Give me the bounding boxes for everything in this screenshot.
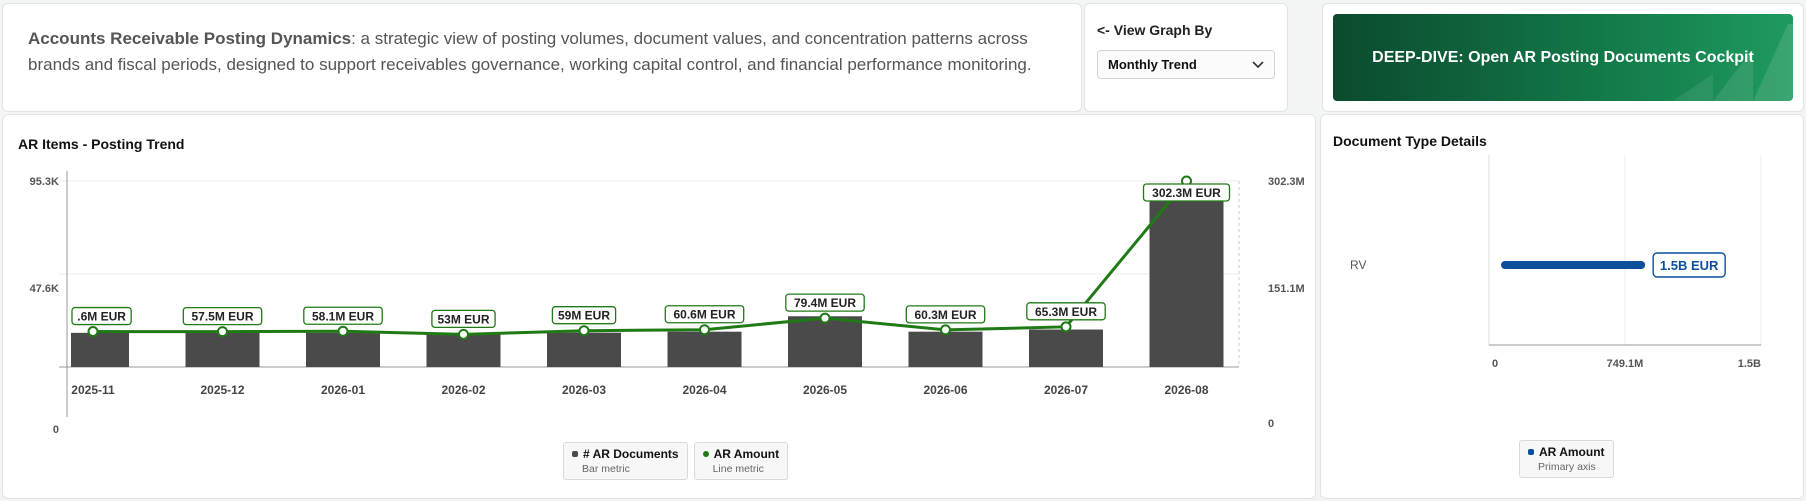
line-point-ar-amount (217, 326, 228, 338)
line-point-ar-amount (1060, 321, 1072, 333)
view-graph-by-panel: <- View Graph By Monthly Trend (1084, 3, 1288, 112)
bar-ar-documents (667, 331, 742, 367)
line-point-ar-amount (87, 326, 99, 338)
bar-ar-amount (1501, 261, 1646, 269)
posting-trend-legend: # AR Documents Bar metric AR Amount Line… (563, 442, 789, 480)
bar-ar-documents (306, 332, 380, 367)
line-ar-amount (92, 180, 1188, 336)
legend-sub: Line metric (712, 463, 764, 475)
x-tick-label: 2026-04 (682, 383, 726, 397)
intro-text: Accounts Receivable Posting Dynamics: a … (28, 26, 1056, 77)
bar-ar-documents (788, 316, 862, 367)
x-tick-label: 2025-11 (71, 383, 115, 397)
y-right-tick-label: 0 (1268, 418, 1274, 430)
data-label-box (182, 306, 263, 326)
x-tick-label: 749.1M (1607, 358, 1644, 370)
legend-sub: Bar metric (582, 463, 630, 475)
view-graph-by-value: Monthly Trend (1108, 57, 1197, 72)
intro-description: : a strategic view of posting volumes, d… (28, 29, 1032, 74)
y-right-tick-label: 302.3M (1268, 176, 1305, 188)
x-tick-label: 2026-08 (1164, 383, 1208, 397)
data-label-box (551, 306, 617, 325)
legend-item-ar-amount[interactable]: AR Amount Line metric (693, 442, 789, 480)
bar-ar-documents (71, 332, 129, 367)
x-tick-label: 2026-03 (562, 383, 606, 397)
intro-panel: Accounts Receivable Posting Dynamics: a … (2, 3, 1082, 112)
deep-dive-panel: DEEP-DIVE: Open AR Posting Documents Coc… (1322, 3, 1804, 112)
data-label-ar-amount: 58.1M EUR (312, 309, 374, 323)
data-label-ar-amount: .6M EUR (77, 310, 126, 324)
x-tick-label: 1.5B (1738, 358, 1761, 370)
data-label-box (1142, 183, 1231, 202)
data-label-box (905, 305, 986, 324)
document-type-panel: Document Type Details 0 749.1M 1.5B RV 1.5B … (1320, 114, 1804, 499)
legend-name: # AR Documents (583, 447, 679, 461)
x-tick-label: 0 (1492, 358, 1498, 370)
x-tick-label: 2025-12 (200, 383, 244, 397)
x-tick-label: 2026-07 (1044, 383, 1088, 397)
bar-ar-documents (1149, 195, 1224, 367)
deep-dive-button[interactable]: DEEP-DIVE: Open AR Posting Documents Coc… (1333, 14, 1793, 101)
bar-ar-documents (1029, 329, 1103, 367)
data-label-box (785, 293, 865, 312)
x-tick-label: 2026-02 (441, 383, 485, 397)
y-left-tick-label: 95.3K (30, 176, 59, 188)
bar-ar-documents (908, 331, 983, 367)
y-left-tick-label: 0 (53, 424, 59, 436)
line-point-ar-amount (458, 328, 469, 340)
data-label-ar-amount: 1.5B EUR (1660, 258, 1719, 273)
data-label-ar-amount: 79.4M EUR (794, 296, 856, 310)
data-label-box (303, 306, 383, 325)
chevron-down-icon (1252, 60, 1264, 68)
bar-ar-documents (547, 332, 621, 367)
line-point-ar-amount (699, 324, 710, 336)
legend-name: AR Amount (713, 447, 780, 461)
data-label-ar-amount: 302.3M EUR (1152, 186, 1221, 200)
bar-ar-documents (185, 332, 260, 367)
posting-trend-chart: 95.3K 47.6K 0 302.3M 151.1M 0 2025-11 2025-12 20… (30, 171, 1305, 436)
data-label-ar-amount: 60.6M EUR (673, 308, 735, 322)
intro-title: Accounts Receivable Posting Dynamics (28, 29, 352, 48)
posting-trend-title: AR Items - Posting Trend (18, 136, 185, 152)
legend-item-ar-amount-doc[interactable]: AR Amount Primary axis (1519, 440, 1614, 478)
y-right-tick-label: 151.1M (1268, 283, 1305, 295)
legend-swatch (572, 451, 578, 457)
y-left-tick-label: 47.6K (30, 283, 59, 295)
document-type-legend: AR Amount Primary axis (1519, 440, 1614, 478)
x-tick-label: 2026-06 (923, 383, 967, 397)
document-type-title: Document Type Details (1333, 133, 1487, 149)
data-label-box (431, 309, 496, 329)
line-point-ar-amount (940, 324, 951, 336)
legend-swatch (1528, 449, 1534, 455)
posting-trend-panel: AR Items - Posting Trend 95.3K 47.6K 0 302.… (2, 114, 1316, 499)
line-point-ar-amount (819, 312, 831, 324)
y-tick-label: RV (1350, 258, 1366, 272)
x-tick-label: 2026-05 (803, 383, 847, 397)
data-label-box (664, 305, 745, 324)
view-graph-by-label: <- View Graph By (1097, 22, 1213, 38)
x-tick-label: 2026-01 (321, 383, 365, 397)
data-label-ar-amount: 65.3M EUR (1035, 305, 1097, 319)
line-point-ar-amount (337, 325, 349, 337)
line-point-ar-amount (578, 325, 590, 337)
legend-sub: Primary axis (1538, 461, 1596, 473)
bar-pattern-icon (1673, 24, 1793, 101)
legend-swatch (702, 451, 709, 457)
data-label-box (1652, 252, 1726, 278)
data-label-ar-amount: 53M EUR (437, 312, 489, 326)
data-label-box (71, 306, 132, 326)
legend-item-ar-documents[interactable]: # AR Documents Bar metric (563, 442, 688, 480)
data-label-box (1026, 302, 1106, 321)
legend-name: AR Amount (1539, 445, 1605, 459)
data-label-ar-amount: 59M EUR (558, 309, 610, 323)
view-graph-by-select[interactable]: Monthly Trend (1097, 50, 1275, 79)
deep-dive-label: DEEP-DIVE: Open AR Posting Documents Coc… (1372, 48, 1754, 66)
document-type-chart: 0 749.1M 1.5B RV 1.5B EUR (1350, 155, 1762, 370)
data-label-ar-amount: 57.5M EUR (191, 310, 253, 324)
data-label-ar-amount: 60.3M EUR (914, 308, 976, 322)
